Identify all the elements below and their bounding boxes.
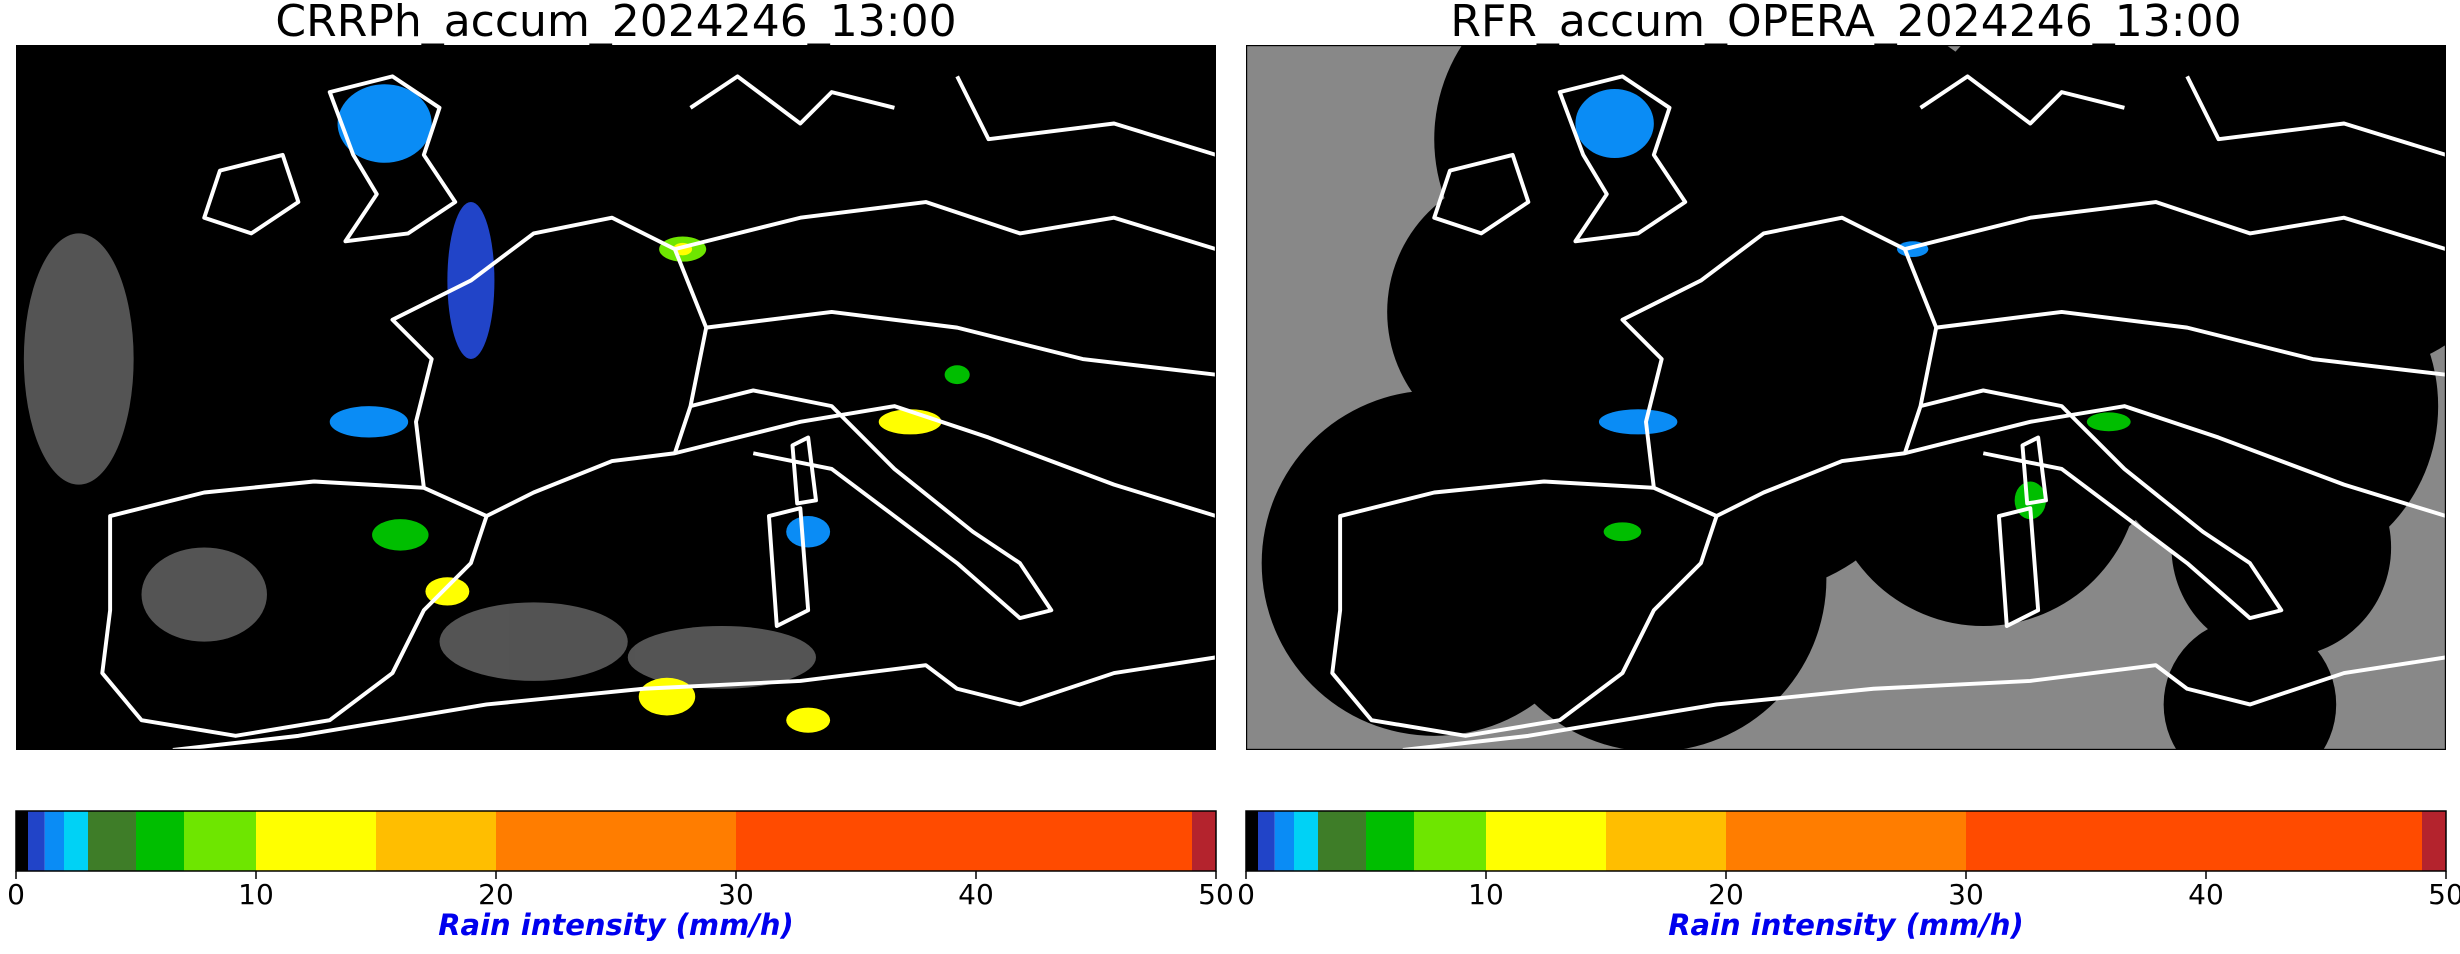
- colorbar-segment: [1274, 811, 1294, 871]
- colorbar-segment: [2422, 811, 2446, 871]
- colorbar-frame: [1245, 810, 2447, 872]
- colorbar-label: Rain intensity (mm/h): [1668, 908, 2024, 942]
- tick-label: 50: [1198, 878, 1234, 911]
- colorbar-segment: [28, 811, 45, 871]
- colorbar-segment: [1246, 811, 1258, 871]
- colorbar-segment: [1192, 811, 1216, 871]
- colorbar-segment: [1258, 811, 1275, 871]
- colorbar-segment: [1294, 811, 1318, 871]
- colorbar-label: Rain intensity (mm/h): [438, 908, 794, 942]
- colorbar-segment: [1486, 811, 1606, 871]
- colorbar-segment: [64, 811, 88, 871]
- tick-label: 10: [238, 878, 274, 911]
- colorbar-frame: [15, 810, 1217, 872]
- tick-label: 40: [958, 878, 994, 911]
- colorbar-segment: [16, 811, 28, 871]
- tick-label: 10: [1468, 878, 1504, 911]
- colorbar-segment: [44, 811, 64, 871]
- colorbar-segment: [1366, 811, 1414, 871]
- colorbar-segment: [496, 811, 736, 871]
- colorbar-segment: [1966, 811, 2422, 871]
- tick-label: 20: [478, 878, 514, 911]
- colorbar-segment: [736, 811, 1192, 871]
- map-title: CRRPh_accum_2024246_13:00: [275, 0, 956, 47]
- colorbar-segment: [1414, 811, 1486, 871]
- tick-label: 50: [2428, 878, 2460, 911]
- colorbar-segment: [1606, 811, 1726, 871]
- map: [1246, 45, 2446, 750]
- map-title: RFR_accum_OPERA_2024246_13:00: [1450, 0, 2241, 47]
- tick-label: 20: [1708, 878, 1744, 911]
- colorbar-segment: [376, 811, 496, 871]
- tick-label: 30: [718, 878, 754, 911]
- colorbar-segment: [88, 811, 136, 871]
- map: [16, 45, 1216, 750]
- colorbar-segment: [1726, 811, 1966, 871]
- tick-label: 0: [7, 878, 25, 911]
- colorbar-segment: [184, 811, 256, 871]
- tick-label: 0: [1237, 878, 1255, 911]
- tick-label: 40: [2188, 878, 2224, 911]
- colorbar-segment: [256, 811, 376, 871]
- tick-label: 30: [1948, 878, 1984, 911]
- colorbar-segment: [136, 811, 184, 871]
- colorbar-segment: [1318, 811, 1366, 871]
